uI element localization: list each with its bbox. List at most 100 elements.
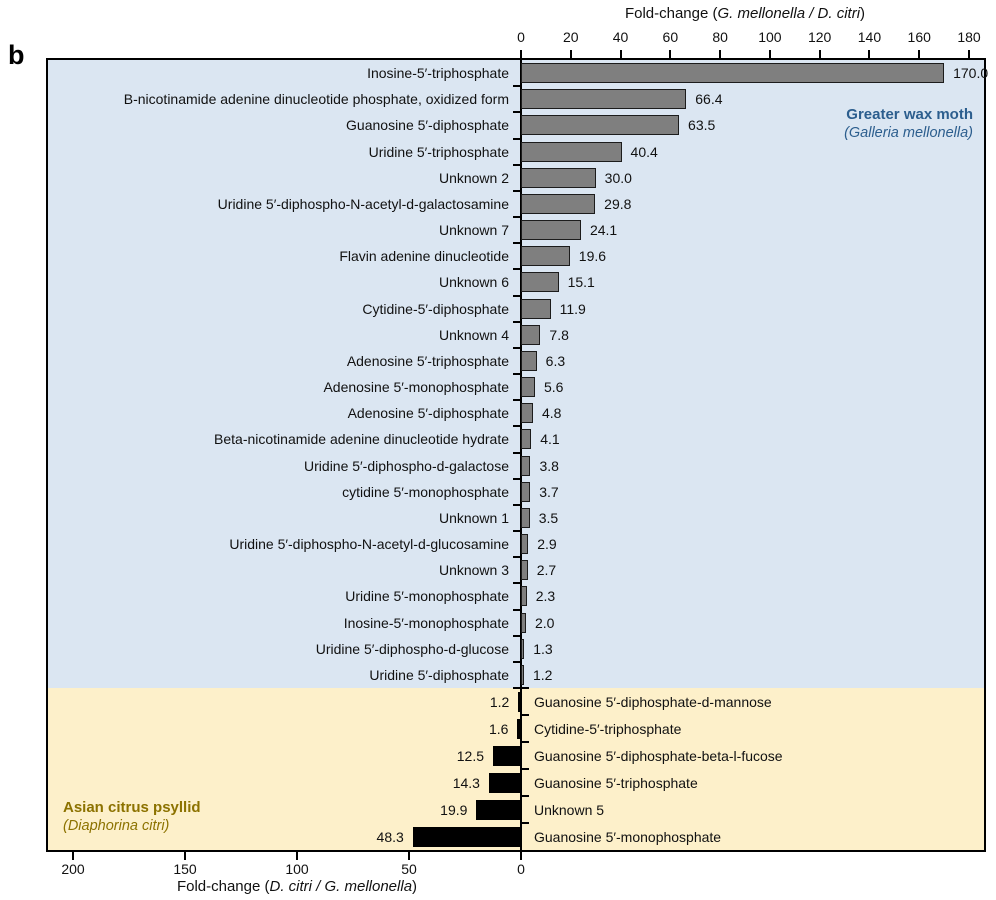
metabolite-bar (521, 167, 596, 188)
top-axis-tick-label: 40 (612, 29, 629, 45)
wax-moth-common-name: Greater wax moth (846, 106, 973, 123)
category-tick (513, 346, 521, 349)
metabolite-bar (521, 193, 596, 214)
category-tick (521, 822, 529, 824)
category-tick (513, 503, 521, 506)
category-tick (513, 582, 521, 585)
metabolite-value: 11.9 (559, 300, 586, 317)
top-axis-tick-label: 20 (562, 29, 579, 45)
metabolite-value: 12.5 (456, 747, 484, 764)
metabolite-bar (521, 560, 528, 581)
top-axis-title: Fold-change (G. mellonella / D. citri) (495, 5, 995, 22)
category-tick (513, 373, 521, 375)
top-axis-tick (868, 50, 871, 58)
metabolite-value: 3.5 (538, 509, 559, 526)
metabolite-label: Cytidine-5′-triphosphate (534, 720, 682, 737)
top-axis-title-close: ) (860, 5, 866, 22)
category-tick (521, 714, 529, 716)
top-axis-tick-label: 80 (712, 29, 728, 45)
metabolite-label: Adenosine 5′-triphosphate (346, 352, 509, 369)
metabolite-label: Flavin adenine dinucleotide (339, 248, 509, 265)
top-axis-tick (768, 50, 771, 58)
metabolite-value: 15.1 (567, 274, 595, 291)
metabolite-bar (518, 691, 521, 712)
metabolite-bar (521, 534, 529, 555)
top-axis-tick (818, 50, 821, 58)
category-tick (521, 768, 529, 770)
category-tick (513, 451, 521, 454)
metabolite-value: 30.0 (604, 169, 632, 186)
metabolite-label: Unknown 5 (534, 801, 605, 818)
top-axis-tick-label: 160 (907, 29, 931, 45)
metabolite-value: 1.6 (488, 720, 509, 737)
metabolite-label: Unknown 1 (438, 509, 509, 526)
metabolite-label: cytidine 5′-monophosphate (342, 483, 509, 500)
top-axis-tick-label: 100 (758, 29, 782, 45)
metabolite-value: 2.9 (537, 536, 557, 553)
metabolite-label: Cytidine-5′-diphosphate (362, 300, 509, 317)
top-axis-tick (520, 50, 522, 58)
metabolite-value: 2.7 (536, 562, 557, 579)
metabolite-value: 66.4 (695, 91, 723, 108)
category-tick (513, 163, 521, 166)
metabolite-bar (521, 455, 531, 476)
metabolite-bar (521, 324, 541, 345)
psyllid-annotation: Asian citrus psyllid (Diaphorina citri) (63, 799, 201, 835)
plot-frame: Inosine-5′-triphosphate 170.0 B-nicotinami… (46, 58, 989, 852)
bottom-axis-title: Fold-change (D. citri / G. mellonella) (47, 878, 547, 895)
metabolite-bar (521, 586, 527, 607)
metabolite-value: 1.2 (489, 693, 510, 710)
bottom-axis-tick-label: 100 (285, 861, 309, 877)
metabolite-bar (521, 63, 945, 84)
category-tick (513, 294, 521, 297)
category-tick (513, 137, 521, 140)
metabolite-value: 1.3 (533, 640, 553, 657)
metabolite-bar (521, 298, 551, 319)
metabolite-label: Guanosine 5′-triphosphate (534, 774, 698, 791)
metabolite-label: Uridine 5′-diphospho-N-acetyl-d-galactos… (217, 195, 509, 212)
category-tick (513, 85, 521, 88)
metabolite-label: Unknown 4 (438, 326, 509, 343)
bottom-axis-title-close: ) (412, 878, 418, 895)
bottom-axis-tick-label: 200 (61, 861, 85, 877)
metabolite-value: 2.3 (535, 588, 556, 605)
bottom-axis-tick-label: 150 (173, 861, 197, 877)
metabolite-bar (521, 664, 524, 685)
metabolite-label: Adenosine 5′-diphosphate (347, 405, 509, 422)
top-axis-tick (719, 50, 722, 58)
top-axis-tick (619, 50, 622, 58)
metabolite-bar (521, 246, 570, 267)
bottom-axis-tick (72, 852, 74, 860)
metabolite-value: 3.7 (539, 483, 559, 500)
metabolite-bar (488, 772, 521, 793)
metabolite-bar (521, 507, 530, 528)
bottom-axis-tick (184, 852, 186, 860)
metabolite-value: 170.0 (953, 65, 989, 82)
metabolite-label: Unknown 3 (438, 562, 509, 579)
metabolite-value: 14.3 (452, 774, 480, 791)
metabolite-value: 7.8 (549, 326, 569, 343)
metabolite-label: Inosine-5′-triphosphate (367, 65, 509, 82)
metabolite-value: 19.9 (440, 801, 468, 818)
top-axis-tick-label: 60 (662, 29, 679, 45)
wax-moth-latin-name: (Galleria mellonella) (844, 125, 973, 141)
category-tick (513, 268, 521, 271)
category-tick (513, 608, 521, 611)
top-axis-tick (669, 50, 672, 58)
metabolite-label: Uridine 5′-triphosphate (368, 143, 509, 160)
panel-label: b (8, 40, 25, 70)
top-axis-tick-label: 0 (517, 29, 525, 45)
psyllid-latin-name: (Diaphorina citri) (63, 818, 170, 834)
metabolite-bar (517, 718, 521, 739)
psyllid-common-name: Asian citrus psyllid (63, 799, 201, 816)
zero-axis-line (520, 60, 522, 850)
metabolite-value: 40.4 (630, 143, 658, 160)
top-axis-tick-label: 180 (957, 29, 981, 45)
category-tick (513, 242, 521, 245)
metabolite-label: Uridine 5′-diphospho-d-glucose (315, 640, 509, 657)
metabolite-value: 63.5 (688, 117, 716, 134)
metabolite-value: 1.2 (532, 666, 553, 683)
metabolite-label: Guanosine 5′-diphosphate-beta-l-fucose (534, 747, 783, 764)
metabolite-value: 48.3 (376, 828, 404, 845)
